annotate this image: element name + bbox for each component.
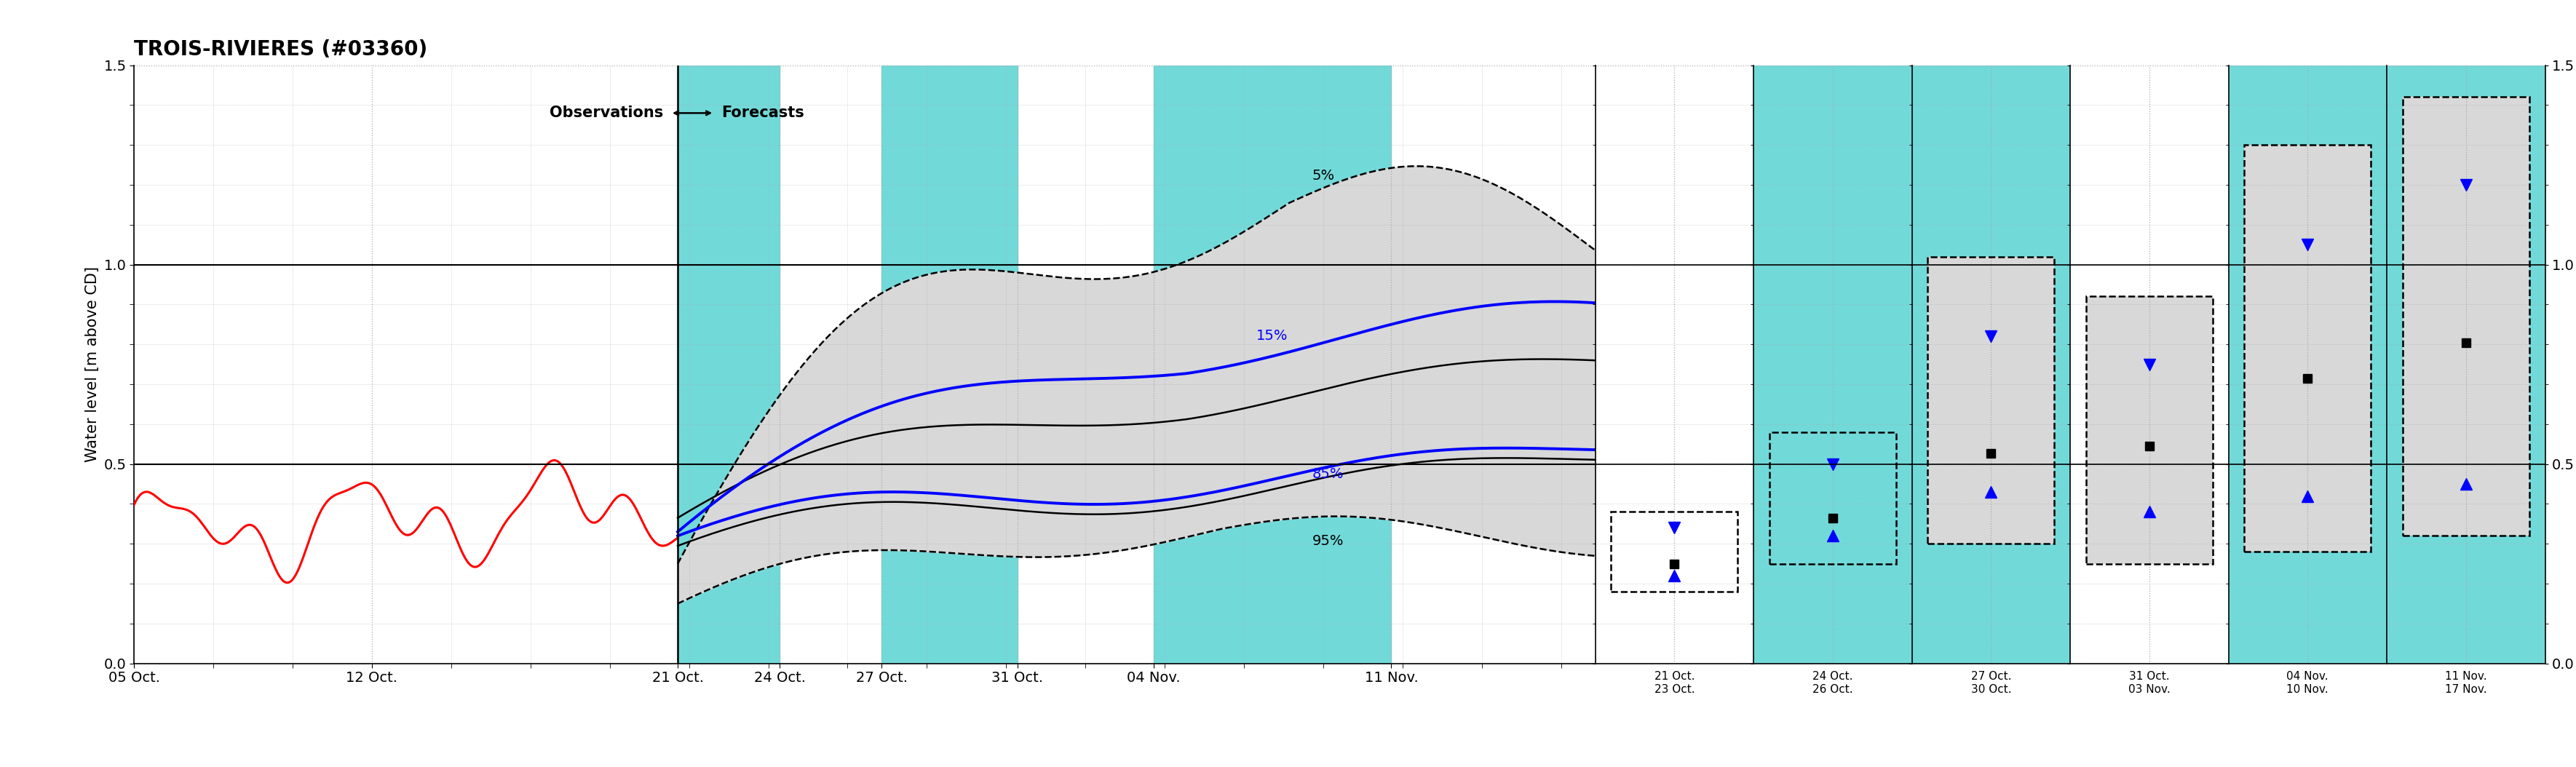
Text: 85%: 85%	[1311, 467, 1345, 481]
Bar	[1927, 257, 2053, 544]
Bar	[881, 65, 1018, 663]
Text: 15%: 15%	[1257, 329, 1288, 343]
Bar	[1927, 257, 2053, 544]
Bar	[2244, 145, 2370, 551]
Text: Observations: Observations	[549, 106, 662, 120]
Text: Forecasts: Forecasts	[721, 106, 804, 120]
Bar	[677, 65, 781, 663]
Text: 5%: 5%	[1311, 169, 1334, 183]
Bar	[2403, 97, 2530, 536]
Text: 95%: 95%	[1311, 535, 1345, 548]
Bar	[2403, 97, 2530, 536]
Bar	[2087, 297, 2213, 564]
Bar	[1770, 432, 1896, 564]
Text: TROIS-RIVIERES (#03360): TROIS-RIVIERES (#03360)	[134, 39, 428, 60]
Bar	[1610, 512, 1739, 591]
Bar	[1154, 65, 1391, 663]
Bar	[2087, 297, 2213, 564]
Bar	[2244, 145, 2370, 551]
Y-axis label: Water level [m above CD]: Water level [m above CD]	[85, 266, 100, 463]
